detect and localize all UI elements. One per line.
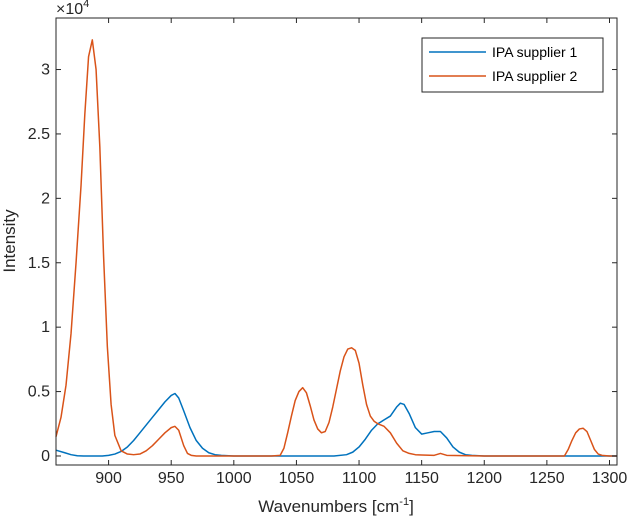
- y-tick-label: 3: [41, 62, 50, 79]
- y-axis-ticks: [56, 69, 617, 457]
- x-tick-label: 1200: [466, 470, 502, 487]
- x-tick-label: 1300: [592, 470, 628, 487]
- y-exponent-label: ×104: [56, 0, 89, 18]
- x-axis-label-end: ]: [409, 497, 414, 516]
- x-tick-label: 900: [95, 470, 122, 487]
- legend: IPA supplier 1 IPA supplier 2: [421, 37, 604, 93]
- y-tick-label: 0: [41, 448, 50, 465]
- x-axis-label-sup: -1: [399, 496, 409, 508]
- series-line-2: [55, 39, 617, 457]
- y-tick-label: 2: [41, 190, 50, 207]
- exponent-power: 4: [83, 0, 89, 10]
- x-tick-label: 1150: [404, 470, 439, 487]
- y-axis-label: Intensity: [0, 209, 19, 273]
- y-tick-label: 0.5: [28, 384, 50, 401]
- x-tick-label: 950: [158, 470, 185, 487]
- legend-label-supplier-1: IPA supplier 1: [492, 44, 578, 60]
- x-tick-label: 1000: [216, 470, 252, 487]
- legend-box: [421, 37, 604, 93]
- plot-frame: [55, 17, 618, 466]
- series-line-1: [55, 392, 617, 457]
- x-tick-label: 1250: [529, 470, 565, 487]
- x-axis-label-main: Wavenumbers [cm: [258, 497, 399, 516]
- x-tick-label: 1100: [342, 470, 377, 487]
- y-tick-label: 1: [41, 319, 50, 336]
- y-tick-label: 2.5: [28, 126, 50, 143]
- x-axis-tick-labels: 900 950 1000 1050 1100 1150 1200 1250 1300: [95, 470, 627, 487]
- y-tick-label: 1.5: [28, 255, 50, 272]
- legend-label-supplier-2: IPA supplier 2: [492, 68, 578, 84]
- x-tick-label: 1050: [279, 470, 315, 487]
- exponent-base: ×10: [56, 1, 83, 18]
- series-layer: [55, 39, 617, 457]
- y-axis-tick-labels: 0 0.5 1 1.5 2 2.5 3: [28, 62, 50, 465]
- x-axis-label: Wavenumbers [cm-1]: [258, 496, 414, 516]
- x-axis-ticks: [108, 18, 610, 465]
